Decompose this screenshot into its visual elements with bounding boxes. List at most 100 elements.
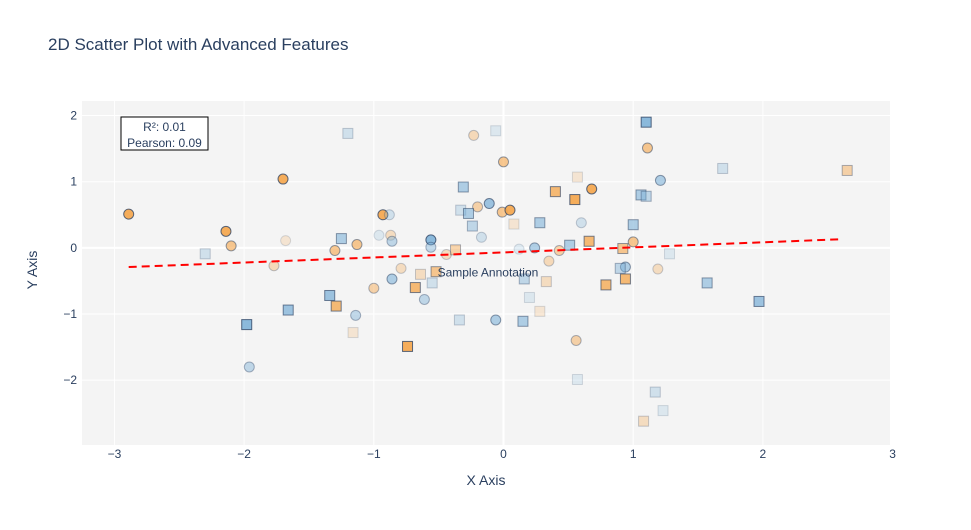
- circle-point: [373, 229, 385, 241]
- circle-point: [277, 173, 289, 185]
- square-point: [640, 116, 652, 128]
- circle-point: [475, 231, 487, 243]
- square-point: [571, 171, 583, 183]
- stats-box: [120, 116, 209, 151]
- square-point: [324, 289, 336, 301]
- x-tick-label: −1: [367, 447, 381, 461]
- square-point: [490, 125, 502, 137]
- circle-point: [425, 241, 437, 253]
- square-point: [841, 164, 853, 176]
- square-point: [534, 305, 546, 317]
- square-point: [409, 282, 421, 294]
- annotations: Sample Annotation R²: 0.01 Pearson: 0.09: [120, 116, 539, 279]
- stats-r2: R²: 0.01: [143, 120, 186, 134]
- circle-point: [543, 255, 555, 267]
- y-tick-label: −2: [63, 373, 77, 387]
- x-tick-label: 1: [630, 447, 637, 461]
- square-point: [402, 340, 414, 352]
- square-point: [540, 276, 552, 288]
- square-point: [241, 319, 253, 331]
- circle-point: [570, 334, 582, 346]
- x-axis-title: X Axis: [467, 472, 506, 488]
- circle-point: [490, 314, 502, 326]
- circle-point: [225, 240, 237, 252]
- regression-line: [128, 238, 841, 269]
- x-tick-label: 0: [500, 447, 507, 461]
- square-point: [564, 239, 576, 251]
- square-point: [508, 218, 520, 230]
- circle-point: [472, 201, 484, 213]
- circle-point: [468, 129, 480, 141]
- square-point: [640, 190, 652, 202]
- circle-point: [395, 262, 407, 274]
- circle-point: [483, 198, 495, 210]
- circle-point: [386, 235, 398, 247]
- square-point: [415, 268, 427, 280]
- square-point: [523, 291, 535, 303]
- x-tick-label: 2: [760, 447, 767, 461]
- x-tick-label: −3: [108, 447, 122, 461]
- circle-point: [220, 225, 232, 237]
- square-point: [430, 266, 442, 278]
- square-point: [330, 300, 342, 312]
- circle-point: [498, 156, 510, 168]
- circle-point: [619, 261, 631, 273]
- circle-point: [368, 282, 380, 294]
- square-point: [614, 262, 626, 274]
- square-point: [462, 207, 474, 219]
- square-point: [569, 194, 581, 206]
- square-point: [753, 295, 765, 307]
- square-point: [664, 248, 676, 260]
- y-tick-label: −1: [63, 307, 77, 321]
- square-point: [335, 233, 347, 245]
- square-point: [426, 277, 438, 289]
- circle-point: [575, 217, 587, 229]
- square-point: [466, 220, 478, 232]
- square-point: [635, 189, 647, 201]
- square-point: [701, 277, 713, 289]
- tick-labels: −3 −2 −1 0 1 2 3 −2 −1 0 1 2: [63, 109, 896, 461]
- square-point: [282, 304, 294, 316]
- square-point: [619, 273, 631, 285]
- circle-point: [383, 209, 395, 221]
- circle-point: [385, 229, 397, 241]
- y-tick-label: 2: [70, 109, 77, 123]
- y-tick-label: 0: [70, 241, 77, 255]
- square-point: [549, 186, 561, 198]
- circle-point: [243, 361, 255, 373]
- stats-pearson: Pearson: 0.09: [127, 136, 202, 150]
- square-point: [657, 405, 669, 417]
- circle-point: [329, 245, 341, 257]
- square-point: [517, 315, 529, 327]
- circle-point: [123, 208, 135, 220]
- square-point: [627, 219, 639, 231]
- circle-point: [351, 239, 363, 251]
- circle-point: [654, 174, 666, 186]
- circle-point: [280, 235, 292, 247]
- square-point: [199, 248, 211, 260]
- circle-point: [641, 142, 653, 154]
- square-point: [583, 235, 595, 247]
- circle-point: [386, 273, 398, 285]
- circle-point: [652, 263, 664, 275]
- regression-layer: [128, 238, 841, 269]
- square-point: [518, 273, 530, 285]
- plot-area: [82, 101, 890, 445]
- square-point: [717, 162, 729, 174]
- square-point: [453, 314, 465, 326]
- square-point: [342, 127, 354, 139]
- sample-annotation: Sample Annotation: [438, 265, 539, 279]
- square-point: [649, 386, 661, 398]
- x-tick-label: 3: [889, 447, 896, 461]
- grid-lines: [82, 101, 894, 445]
- circle-point: [504, 204, 516, 216]
- square-point: [571, 374, 583, 386]
- square-point: [457, 181, 469, 193]
- circle-point: [586, 183, 598, 195]
- y-tick-label: 1: [70, 175, 77, 189]
- circle-point: [350, 309, 362, 321]
- circle-point: [418, 293, 430, 305]
- square-point: [600, 279, 612, 291]
